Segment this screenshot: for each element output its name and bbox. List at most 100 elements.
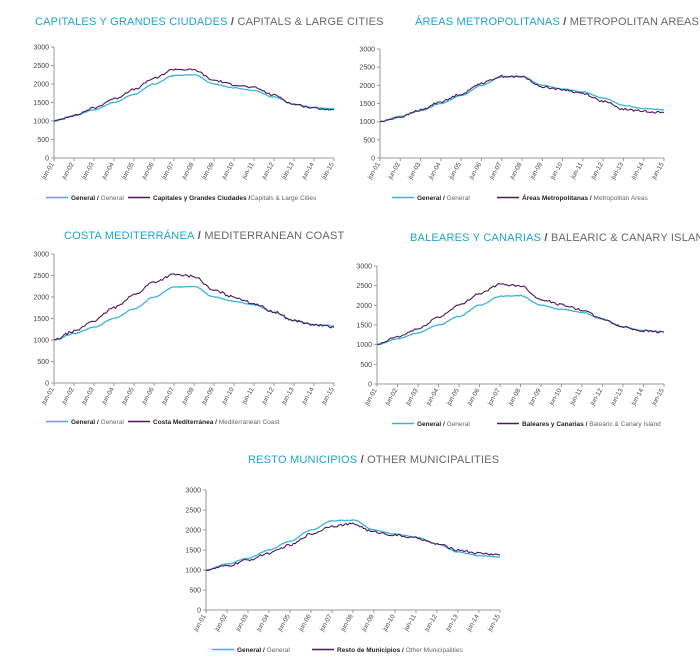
x-tick-label: jun-04 bbox=[100, 161, 116, 181]
y-tick-label: 2500 bbox=[33, 273, 49, 280]
x-tick-label: jun-08 bbox=[508, 161, 524, 181]
x-tick-label: jun-06 bbox=[297, 613, 313, 633]
x-tick-label: jun-05 bbox=[445, 387, 461, 407]
series-line-region bbox=[53, 273, 335, 341]
x-tick-label: jun-01 bbox=[363, 387, 379, 407]
x-tick-label: jun-13 bbox=[280, 386, 296, 406]
chart-title-es: ÁREAS METROPOLITANAS bbox=[415, 16, 560, 28]
x-tick-label: jun-05 bbox=[447, 161, 463, 181]
x-tick-label: jun-03 bbox=[407, 161, 423, 181]
x-tick-label: jun-13 bbox=[444, 613, 460, 633]
y-tick-label: 2500 bbox=[356, 283, 372, 290]
series-line-general bbox=[376, 294, 665, 346]
y-tick-label: 3000 bbox=[185, 488, 201, 495]
x-tick-label: jun-10 bbox=[549, 161, 565, 181]
chart-title-separator: / bbox=[357, 454, 368, 466]
y-tick-label: 500 bbox=[37, 359, 49, 366]
chart-title: ÁREAS METROPOLITANAS / METROPOLITAN AREA… bbox=[415, 16, 699, 28]
x-tick-label: jun-02 bbox=[384, 387, 400, 407]
x-tick-label: jun-07 bbox=[160, 386, 176, 406]
legend-label: Resto de Municipios / Other Municipaliti… bbox=[337, 647, 463, 654]
series-line-general bbox=[379, 75, 665, 123]
chart-title-separator: / bbox=[227, 16, 238, 28]
legend-label: Capitales y Grandes Ciudades /Capitals &… bbox=[153, 195, 317, 202]
y-tick-label: 1000 bbox=[185, 568, 201, 575]
chart-panel-other: RESTO MUNICIPIOS / OTHER MUNICIPALITIES … bbox=[170, 452, 510, 666]
chart-title: COSTA MEDITERRÁNEA / MEDITERRANEAN COAST bbox=[64, 230, 344, 242]
x-tick-label: jun-14 bbox=[630, 161, 646, 181]
x-tick-label: jun-09 bbox=[200, 386, 216, 406]
x-tick-label: jun-03 bbox=[80, 386, 96, 406]
y-tick-label: 3000 bbox=[356, 264, 372, 271]
x-tick-label: jun-02 bbox=[60, 161, 76, 181]
x-tick-label: jun-14 bbox=[465, 613, 481, 633]
x-tick-label: jun-12 bbox=[260, 386, 276, 406]
x-tick-label: jun-08 bbox=[339, 613, 355, 633]
x-tick-label: jun-02 bbox=[386, 161, 402, 181]
y-tick-label: 1000 bbox=[33, 338, 49, 345]
x-tick-label: jun-10 bbox=[220, 386, 236, 406]
chart-title: RESTO MUNICIPIOS / OTHER MUNICIPALITIES bbox=[248, 454, 499, 466]
x-tick-label: jun-06 bbox=[468, 161, 484, 181]
x-tick-label: jun-05 bbox=[276, 613, 292, 633]
x-tick-label: jun-09 bbox=[200, 161, 216, 181]
series-line-general bbox=[206, 519, 501, 571]
x-tick-label: jun-12 bbox=[423, 613, 439, 633]
x-tick-label: jun-07 bbox=[488, 161, 504, 181]
x-tick-label: jun-08 bbox=[180, 386, 196, 406]
chart-title-en: BALEARIC & CANARY ISLAND bbox=[550, 232, 700, 244]
x-tick-label: jun-04 bbox=[255, 613, 271, 633]
x-tick-label: jun-04 bbox=[100, 386, 116, 406]
chart-title-separator: / bbox=[194, 230, 205, 242]
x-tick-label: jun-14 bbox=[630, 387, 646, 407]
chart-title-en: CAPITALS & LARGE CITIES bbox=[237, 16, 384, 28]
x-tick-label: jun-11 bbox=[569, 161, 585, 181]
x-tick-label: jun-07 bbox=[160, 161, 176, 181]
chart-title-es: BALEARES Y CANARIAS bbox=[410, 232, 542, 244]
legend-label: General / General bbox=[417, 195, 470, 202]
y-tick-label: 1500 bbox=[359, 101, 375, 108]
y-tick-label: 3000 bbox=[33, 45, 49, 52]
chart-panel-metropolitan: ÁREAS METROPOLITANAS / METROPOLITAN AREA… bbox=[352, 12, 698, 212]
x-tick-label: jun-11 bbox=[240, 161, 256, 181]
legend-label: General / General bbox=[71, 419, 124, 426]
legend-label: General / General bbox=[417, 421, 470, 428]
x-tick-label: jun-04 bbox=[425, 387, 441, 407]
y-tick-label: 2000 bbox=[359, 83, 375, 90]
x-tick-label: jun-03 bbox=[234, 613, 250, 633]
y-tick-label: 2500 bbox=[33, 63, 49, 70]
x-tick-label: jun-10 bbox=[381, 613, 397, 633]
x-tick-label: jun-05 bbox=[120, 386, 136, 406]
chart-title-es: COSTA MEDITERRÁNEA bbox=[64, 230, 195, 242]
legend-label: Áreas Metropolitanas / Metropolitan Area… bbox=[522, 193, 648, 202]
chart-panel-islands: BALEARES Y CANARIAS / BALEARIC & CANARY … bbox=[352, 228, 700, 438]
chart-title-en: OTHER MUNICIPALITIES bbox=[367, 454, 500, 466]
y-tick-label: 3000 bbox=[359, 47, 375, 54]
chart-title-separator: / bbox=[560, 16, 570, 28]
chart-title-separator: / bbox=[541, 232, 551, 244]
y-tick-label: 0 bbox=[45, 381, 49, 388]
x-tick-label: jun-02 bbox=[60, 386, 76, 406]
y-tick-label: 2500 bbox=[185, 508, 201, 515]
chart-title: CAPITALES Y GRANDES CIUDADES / CAPITALS … bbox=[35, 16, 384, 28]
line-chart-metropolitan: 0 500 1000 1500 2000 2500 3000 jun-01 jun-02 jun-… bbox=[359, 47, 665, 203]
y-tick-label: 1000 bbox=[33, 119, 49, 126]
x-tick-label: jun-08 bbox=[507, 387, 523, 407]
y-tick-label: 0 bbox=[197, 608, 201, 615]
x-tick-label: jun-01 bbox=[40, 386, 56, 406]
x-tick-label: jun-07 bbox=[486, 387, 502, 407]
x-tick-label: jun-10 bbox=[548, 387, 564, 407]
x-tick-label: jun-12 bbox=[589, 161, 605, 181]
x-tick-label: jun-01 bbox=[192, 613, 208, 633]
y-tick-label: 500 bbox=[363, 137, 375, 144]
x-tick-label: jun-02 bbox=[213, 613, 229, 633]
x-tick-label: jun-03 bbox=[80, 161, 96, 181]
x-tick-label: jun-03 bbox=[404, 387, 420, 407]
chart-panel-mediterranean: COSTA MEDITERRÁNEA / MEDITERRANEAN COAST… bbox=[12, 228, 350, 438]
y-tick-label: 1000 bbox=[356, 342, 372, 349]
y-tick-label: 3000 bbox=[33, 252, 49, 259]
y-tick-label: 500 bbox=[37, 137, 49, 144]
chart-title-es: RESTO MUNICIPIOS bbox=[248, 454, 358, 466]
